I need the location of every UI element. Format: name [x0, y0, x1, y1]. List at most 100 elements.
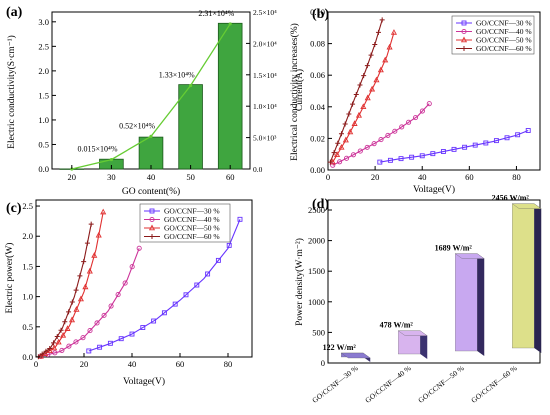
panel-a-increase-point: [149, 134, 153, 138]
panel-c-series-point: [64, 325, 71, 331]
panel-c-series-point: [136, 245, 142, 251]
panel-c-series-point: [100, 208, 107, 215]
panel-d-bar-side: [534, 203, 542, 353]
panel-b-series-point: [355, 111, 363, 118]
panel-b-label: (b): [312, 7, 329, 22]
panel-a-y-tick-label: 1.0: [38, 115, 49, 125]
panel-c-series-point: [115, 292, 121, 298]
panel-c-series-point: [91, 252, 98, 258]
panel-c-legend-label: GO/CCNF—50 %: [164, 224, 220, 233]
panel-b-series-point: [364, 63, 370, 69]
panel-d-bar-front: [512, 203, 535, 349]
panel-b-series-point: [368, 52, 374, 58]
panel-a-bar: [217, 22, 243, 170]
panel-b-series-line: [332, 32, 395, 163]
panel-c-series-point: [82, 283, 89, 290]
panel-c-series-point: [66, 343, 72, 349]
panel-d-plot-frame: [327, 199, 541, 364]
panel-c-series-point: [172, 301, 178, 307]
panel-d-y-tick-label: 0: [321, 358, 325, 368]
panel-a-annotation: 1.33×10⁴%: [159, 70, 195, 79]
panel-b-series-point: [451, 146, 457, 152]
panel-b-series-point: [364, 144, 370, 150]
panel-b-series-point: [430, 151, 436, 157]
panel-c-legend-marker: [149, 234, 155, 239]
panel-b-series-point: [357, 82, 363, 88]
panel-b-x-tick-label: 60: [465, 172, 474, 182]
panel-c-series-point: [58, 327, 64, 333]
panel-c-series-point: [54, 334, 60, 340]
panel-d-y-tick-label: 2500: [308, 205, 325, 215]
panel-a-y2-tick-label: 1.0×10⁴: [253, 102, 277, 111]
panel-a-x-axis-title: GO content(%): [122, 186, 180, 197]
panel-a-increase-point: [228, 22, 232, 26]
panel-c-series-point: [46, 347, 53, 354]
panel-c-legend-marker: [149, 216, 155, 223]
panel-c-power-chart: (c) 0 20 40 60 80 0.0 0.5 1.0 1.5 2.0 2.5 GO/CCNF…: [4, 199, 253, 387]
panel-c-series-point: [60, 331, 67, 338]
panel-b-series-point: [387, 157, 393, 163]
panel-c-series-point: [194, 282, 200, 288]
panel-d-x-category-label: GO/CCNF—60 %: [469, 363, 518, 404]
panel-b-series-point: [399, 124, 405, 130]
panel-b-series-point: [360, 103, 367, 110]
panel-b-legend-marker: [461, 46, 467, 51]
panel-d-x-category-label: GO/CCNF—30 %: [310, 363, 359, 404]
panel-b-legend-marker: [461, 28, 467, 35]
panel-b-legend-label: GO/CCNF—30 %: [476, 19, 532, 28]
panel-b-series-point: [338, 131, 344, 137]
panel-b-series-point: [462, 144, 468, 150]
panel-c-series-point: [51, 344, 58, 351]
panel-b-series-point: [353, 91, 359, 97]
panel-c-y-tick-label: 2.5: [22, 201, 33, 211]
panel-c-series-point: [84, 240, 90, 246]
panel-b-x-tick-label: 20: [371, 172, 380, 182]
panel-a-annotation: 2.31×10⁴%: [198, 9, 234, 18]
panel-a-y-tick-label: 1.5: [38, 90, 49, 100]
panel-c-legend-marker: [149, 208, 155, 214]
panel-c-series-point: [77, 273, 83, 279]
panel-c-series-point: [101, 312, 107, 318]
panel-c-series-point: [86, 348, 92, 354]
panel-c-series-point: [81, 259, 87, 265]
panel-c-series-point: [88, 221, 94, 227]
panel-b-series-point: [493, 138, 499, 144]
panel-b-series-point: [419, 153, 425, 159]
panel-c-legend-label: GO/CCNF—40 %: [164, 215, 220, 224]
panel-b-series-point: [406, 119, 412, 125]
panel-c-x-tick-label: 20: [80, 359, 89, 369]
panel-d-label: (d): [312, 197, 329, 212]
panel-b-series-point: [412, 115, 419, 121]
panel-b-y-axis-title: Current(A): [294, 69, 305, 111]
panel-b-current-chart: (b) 0 20 40 60 80 0.00 0.02 0.04 0.06 0.08 0.10 G…: [294, 7, 541, 195]
panel-b-series-point: [327, 159, 333, 165]
panel-c-series-point: [161, 310, 167, 316]
panel-b-series-point: [337, 159, 343, 165]
panel-b-legend-label: GO/CCNF—60 %: [476, 44, 532, 53]
panel-c-series-point: [129, 264, 135, 270]
panel-a-y-axis-title: Electric conductivity(S·cm⁻¹): [6, 35, 17, 149]
panel-d-bar-value-label: 478 W/m²: [380, 321, 414, 330]
panel-c-series-point: [226, 242, 232, 248]
panel-b-series-point: [330, 162, 336, 168]
panel-b-legend-label: GO/CCNF—50 %: [476, 36, 532, 45]
panel-c-series-point: [95, 231, 102, 238]
panel-d-bar-value-label: 122 W/m²: [323, 343, 357, 352]
panel-a-x-tick-label: 40: [147, 172, 156, 182]
panel-b-y-tick-label: 0.04: [310, 102, 326, 112]
panel-a-bar: [178, 84, 203, 170]
panel-b-series-point: [373, 76, 380, 83]
panel-b-series-point: [525, 128, 531, 133]
panel-c-series-point: [140, 325, 146, 330]
panel-b-series-point: [377, 66, 384, 73]
panel-d-y-tick-label: 1000: [308, 297, 325, 307]
panel-b-legend-marker: [461, 20, 467, 26]
panel-b-legend-label: GO/CCNF—40 %: [476, 27, 532, 36]
panel-b-series-point: [335, 140, 341, 146]
panel-c-series-point: [68, 316, 76, 323]
panel-d-power-density-chart: (d) 122 W/m² 478 W/m² 1689 W/m² 2456 W/m² 0…: [294, 194, 542, 405]
panel-c-series-point: [107, 340, 113, 346]
panel-a-conductivity-chart: (a) 0.015×10⁴% 0.52×10⁴% 1.33×10⁴% 2.31×10⁴…: [6, 5, 300, 197]
panel-a-y-tick-label: 0.0: [38, 164, 49, 174]
panel-b-x-tick-label: 0: [326, 172, 330, 182]
